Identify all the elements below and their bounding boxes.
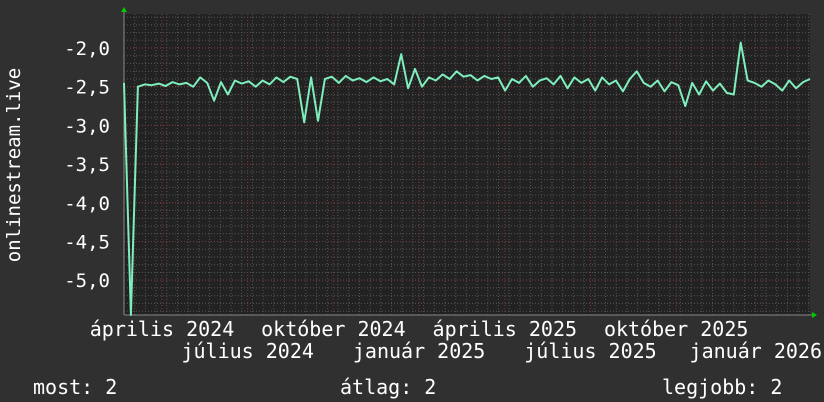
y-tick-label: -2,5	[64, 77, 110, 99]
x-tick-label: január 2025	[353, 339, 485, 363]
x-tick-label: július 2024	[181, 339, 313, 363]
x-tick-label: október 2024	[261, 317, 406, 341]
y-axis-arrow-icon	[121, 7, 127, 12]
y-tick-label: -3,0	[64, 115, 110, 137]
x-tick-label: április 2025	[433, 317, 578, 341]
x-tick-label: október 2025	[604, 317, 749, 341]
x-tick-label: április 2024	[90, 317, 235, 341]
x-axis-arrow-icon	[812, 312, 817, 318]
y-tick-label: -2,0	[64, 38, 110, 60]
x-tick-label: július 2025	[524, 339, 656, 363]
legend-max: legjobb: 2	[662, 375, 783, 399]
x-tick-label: január 2026	[690, 339, 822, 363]
y-axis-label: onlinestream.live	[3, 68, 25, 262]
y-tick-label: -4,5	[64, 231, 110, 253]
y-tick-label: -4,0	[64, 193, 110, 215]
y-tick-label: -3,5	[64, 154, 110, 176]
y-tick-label: -5,0	[64, 270, 110, 292]
series-line	[123, 41, 811, 316]
legend-average: átlag: 2	[340, 375, 437, 399]
legend-current: most: 2	[33, 375, 118, 399]
